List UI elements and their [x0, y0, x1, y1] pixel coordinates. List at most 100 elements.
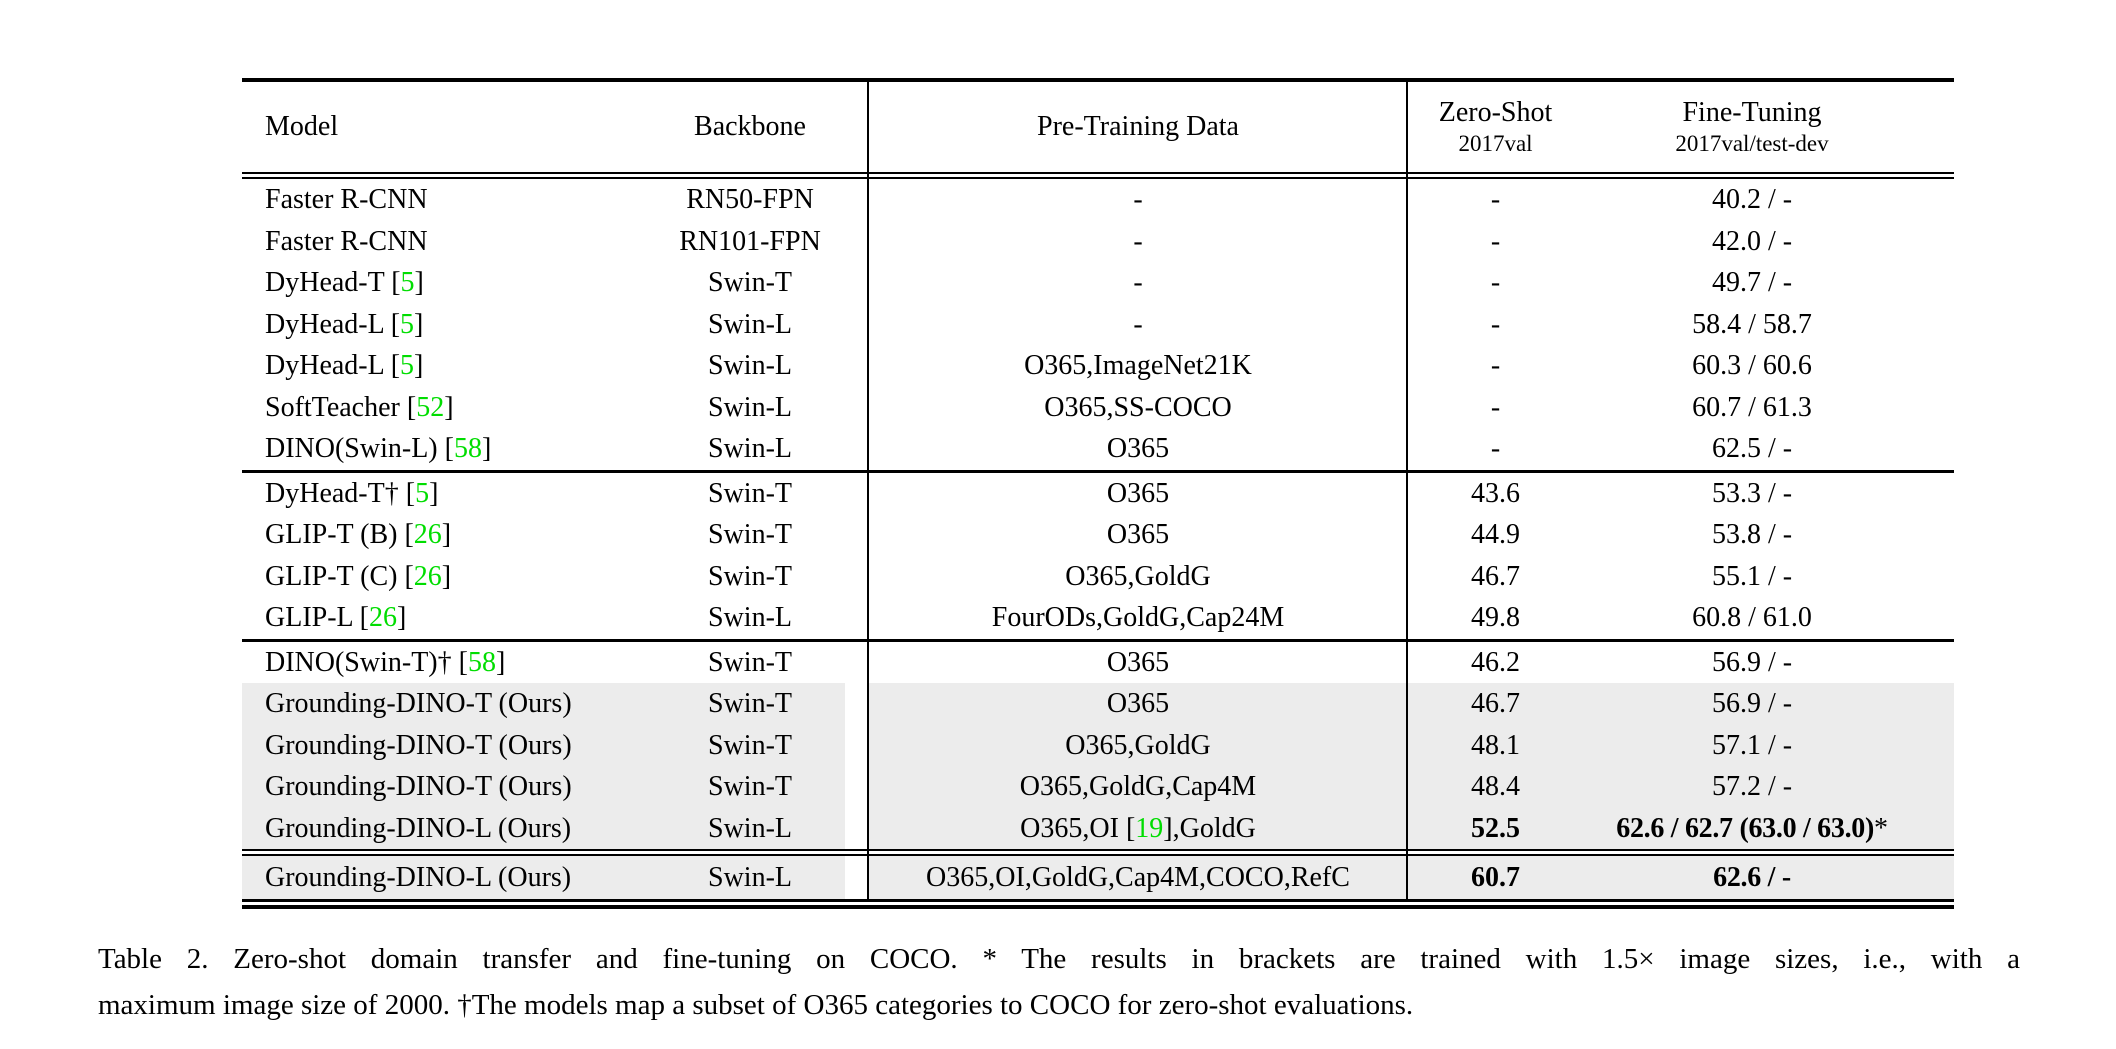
- column-divider-1: [867, 82, 869, 899]
- zeroshot-cell: 60.7: [1471, 862, 1520, 893]
- pretrain-cell: O365: [1106, 688, 1170, 719]
- finetune-cell: 56.9 / -: [1711, 646, 1793, 678]
- finetune-header-title: Fine-Tuning: [1682, 97, 1822, 128]
- citation-number: 26: [413, 519, 442, 550]
- model-cell: GLIP-T (C) [26]: [265, 560, 452, 592]
- zeroshot-cell: -: [1490, 433, 1501, 464]
- finetune-cell: 58.4 / 58.7: [1692, 308, 1812, 340]
- column-header-model: Model: [265, 111, 339, 142]
- zeroshot-header-title: Zero-Shot: [1438, 97, 1553, 128]
- zeroshot-cell: 46.7: [1471, 560, 1520, 592]
- pretrain-cell: -: [1133, 308, 1143, 340]
- table-row-highlighted: Grounding-DINO-T (Ours) Swin-T O365 46.7…: [242, 683, 1954, 725]
- results-table: Model Backbone Pre-Training Data Zero-Sh…: [242, 78, 1954, 909]
- pretrain-cell: O365: [1106, 646, 1170, 678]
- pretrain-cell: O365,ImageNet21K: [1024, 350, 1252, 381]
- model-cell: DINO(Swin-T)† [58]: [265, 646, 506, 678]
- model-cell: Grounding-DINO-T (Ours): [265, 729, 572, 761]
- table-row-highlighted: Grounding-DINO-L (Ours) Swin-L O365,OI,G…: [242, 856, 1954, 899]
- zeroshot-cell: -: [1490, 267, 1501, 298]
- backbone-cell: Swin-T: [708, 267, 792, 298]
- backbone-cell: Swin-T: [708, 519, 792, 550]
- finetune-cell: 55.1 / -: [1711, 560, 1793, 592]
- table-row-highlighted: Grounding-DINO-L (Ours) Swin-L O365,OI […: [242, 807, 1954, 850]
- citation-number: 26: [368, 602, 397, 633]
- model-cell: SoftTeacher [52]: [265, 391, 454, 423]
- backbone-cell: Swin-T: [708, 688, 792, 719]
- model-cell: DyHead-L [5]: [265, 350, 424, 381]
- model-cell: DyHead-T† [5]: [265, 477, 439, 509]
- table-row-highlighted: Grounding-DINO-T (Ours) Swin-T O365,Gold…: [242, 724, 1954, 767]
- model-cell: Grounding-DINO-T (Ours): [265, 771, 572, 802]
- caption-line-2: maximum image size of 2000. †The models …: [98, 989, 1414, 1021]
- table-row: GLIP-T (B) [26] Swin-T O365 44.9 53.8 / …: [242, 514, 1954, 556]
- pretrain-cell: O365: [1106, 477, 1170, 509]
- model-cell: Grounding-DINO-L (Ours): [265, 812, 572, 844]
- finetune-cell: 62.5 / -: [1711, 433, 1793, 464]
- table-row: GLIP-L [26] Swin-L FourODs,GoldG,Cap24M …: [242, 597, 1954, 639]
- column-header-zeroshot: Zero-Shot 2017val: [1408, 82, 1583, 172]
- table-header-row: Model Backbone Pre-Training Data Zero-Sh…: [242, 82, 1954, 172]
- backbone-cell: Swin-L: [708, 862, 792, 893]
- zeroshot-cell: 48.1: [1471, 729, 1520, 761]
- finetune-cell: 40.2 / -: [1711, 184, 1793, 215]
- column-header-pretrain: Pre-Training Data: [1037, 111, 1239, 142]
- model-cell: Grounding-DINO-L (Ours): [265, 862, 572, 893]
- table-row: SoftTeacher [52] Swin-L O365,SS-COCO - 6…: [242, 387, 1954, 429]
- zeroshot-cell: 49.8: [1471, 602, 1520, 633]
- pretrain-cell: O365,OI [19],GoldG: [1020, 812, 1256, 844]
- header-rule: [242, 172, 1954, 179]
- finetune-cell: 57.1 / -: [1711, 729, 1793, 761]
- citation-number: 5: [400, 350, 415, 381]
- pretrain-cell: O365,SS-COCO: [1044, 391, 1232, 423]
- zeroshot-cell: -: [1490, 184, 1501, 215]
- table-row: Faster R-CNN RN101-FPN - - 42.0 / -: [242, 221, 1954, 263]
- table-caption: Table 2. Zero-shot domain transfer and f…: [98, 936, 2020, 1028]
- finetune-cell: 62.6 / -: [1713, 862, 1791, 893]
- citation-number: 5: [400, 308, 415, 340]
- table-row: GLIP-T (C) [26] Swin-T O365,GoldG 46.7 5…: [242, 556, 1954, 598]
- pretrain-cell: O365,GoldG: [1065, 729, 1211, 761]
- pretrain-cell: O365: [1106, 433, 1170, 464]
- backbone-cell: Swin-T: [708, 771, 792, 802]
- model-cell: Grounding-DINO-T (Ours): [265, 688, 572, 719]
- caption-line-1: Table 2. Zero-shot domain transfer and f…: [98, 943, 2020, 975]
- top-rule: [242, 78, 1954, 82]
- zeroshot-cell: -: [1490, 225, 1501, 257]
- backbone-cell: Swin-T: [708, 646, 792, 678]
- table-row: Faster R-CNN RN50-FPN - - 40.2 / -: [242, 179, 1954, 221]
- backbone-cell: Swin-L: [708, 433, 792, 464]
- zeroshot-header-subtitle: 2017val: [1458, 131, 1533, 156]
- backbone-cell: Swin-L: [708, 350, 792, 381]
- finetune-cell: 49.7 / -: [1711, 267, 1793, 298]
- column-header-backbone: Backbone: [694, 111, 806, 142]
- pretrain-cell: -: [1133, 184, 1143, 215]
- backbone-cell: Swin-T: [708, 477, 792, 509]
- table-row: DyHead-L [5] Swin-L - - 58.4 / 58.7: [242, 304, 1954, 346]
- model-cell: DINO(Swin-L) [58]: [265, 433, 492, 464]
- citation-number: 52: [416, 391, 445, 423]
- backbone-cell: RN101-FPN: [679, 225, 821, 257]
- model-cell: DyHead-T [5]: [265, 267, 424, 298]
- model-cell: GLIP-T (B) [26]: [265, 519, 452, 550]
- pretrain-cell: O365,GoldG: [1065, 560, 1211, 592]
- table-row: DINO(Swin-T)† [58] Swin-T O365 46.2 56.9…: [242, 642, 1954, 684]
- pretrain-cell: -: [1133, 225, 1143, 257]
- citation-number: 19: [1135, 812, 1164, 844]
- citation-number: 5: [415, 477, 430, 509]
- citation-number: 5: [400, 267, 415, 298]
- finetune-cell: 56.9 / -: [1711, 688, 1793, 719]
- finetune-cell: 57.2 / -: [1711, 771, 1793, 802]
- finetune-header-subtitle: 2017val/test-dev: [1675, 131, 1829, 156]
- zeroshot-cell: 44.9: [1471, 519, 1520, 550]
- table-row-highlighted: Grounding-DINO-T (Ours) Swin-T O365,Gold…: [242, 766, 1954, 808]
- finetune-cell: 60.3 / 60.6: [1692, 350, 1812, 381]
- block-separator-rule: [242, 638, 1954, 642]
- zeroshot-cell: -: [1490, 391, 1501, 423]
- finetune-cell: 53.3 / -: [1711, 477, 1793, 509]
- finetune-cell: 42.0 / -: [1711, 225, 1793, 257]
- pretrain-cell: O365,GoldG,Cap4M: [1019, 771, 1257, 802]
- finetune-cell: 62.6 / 62.7 (63.0 / 63.0)*: [1616, 812, 1888, 844]
- zeroshot-cell: -: [1490, 350, 1501, 381]
